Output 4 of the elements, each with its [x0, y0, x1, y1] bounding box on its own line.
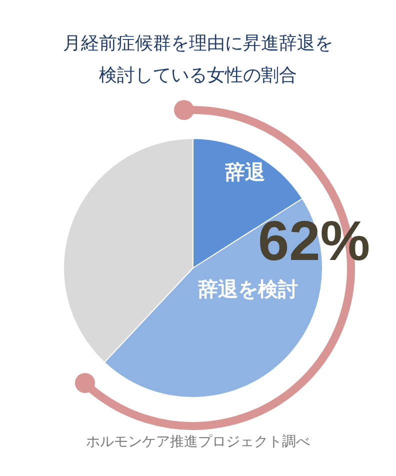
- chart-title: 月経前症候群を理由に昇進辞退を検討している女性の割合: [62, 32, 334, 88]
- slice-label: 辞退: [224, 160, 265, 184]
- text: ホルモンケア推進プロジェクト調べ: [85, 433, 311, 451]
- slice-label: 辞退を検討: [197, 277, 298, 302]
